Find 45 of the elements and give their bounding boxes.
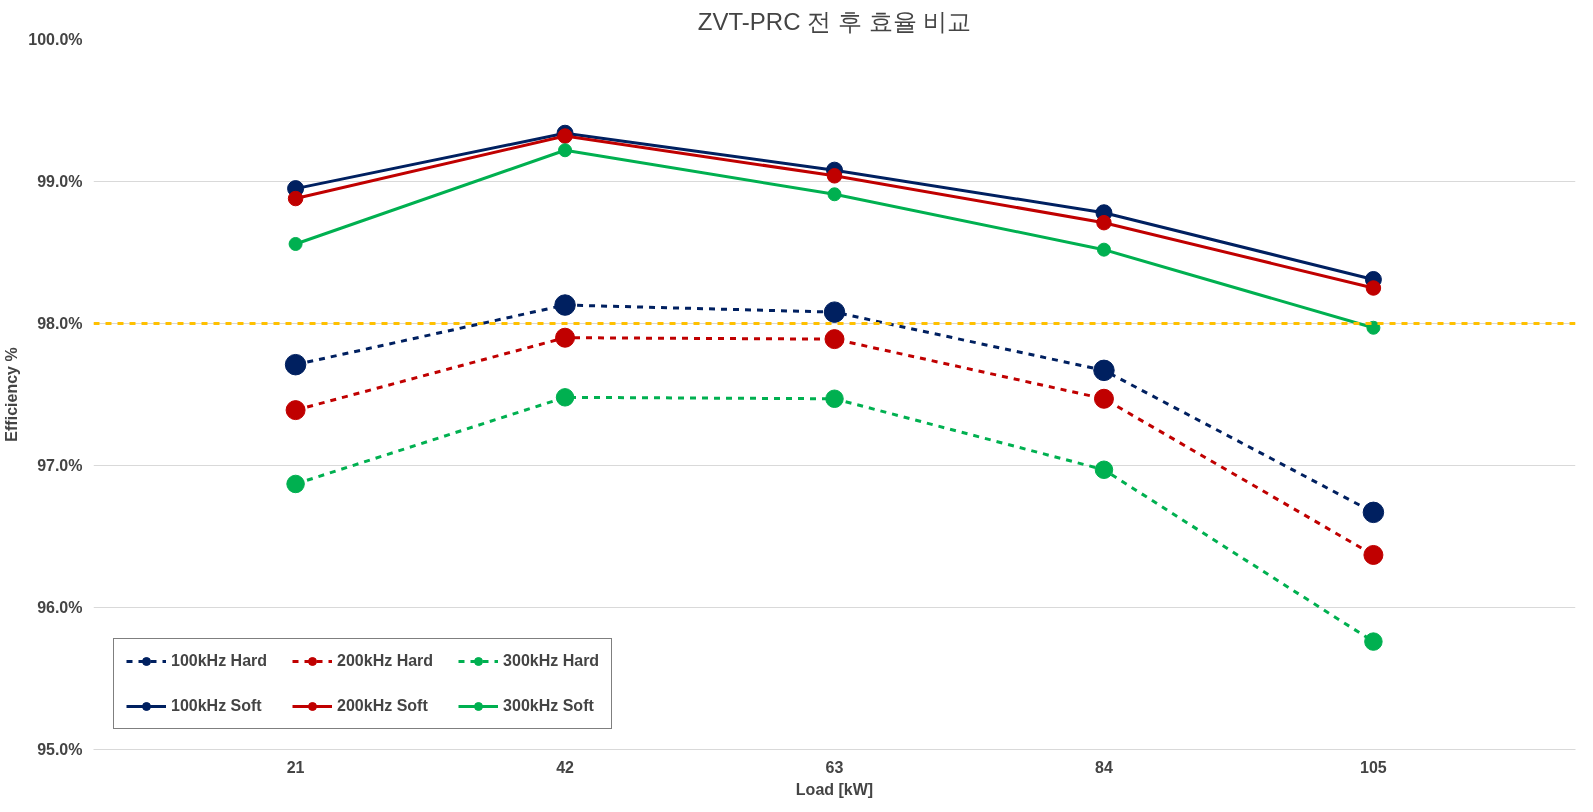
point: [823, 301, 846, 323]
point: [555, 327, 576, 348]
point: [1363, 544, 1384, 565]
point: [825, 389, 844, 408]
point: [1096, 214, 1112, 231]
legend-label: 300kHz Soft: [503, 697, 594, 715]
point: [286, 474, 305, 494]
point: [1093, 388, 1114, 409]
point: [285, 400, 306, 421]
point: [1366, 320, 1381, 335]
x-tick-label: 84: [1095, 758, 1113, 776]
point: [824, 329, 845, 350]
y-tick-label: 95.0%: [37, 741, 83, 758]
y-tick-label: 97.0%: [37, 457, 83, 474]
legend-label: 100kHz Soft: [171, 697, 262, 715]
x-tick-label: 42: [556, 758, 575, 776]
point: [826, 168, 843, 184]
point: [555, 388, 575, 407]
chart-title: ZVT-PRC 전 후 효율 비교: [697, 7, 972, 35]
point: [1365, 280, 1382, 296]
legend-label: 100kHz Hard: [171, 652, 268, 670]
point: [1094, 460, 1114, 479]
legend-label: 300kHz Hard: [503, 652, 600, 670]
y-tick-label: 99.0%: [37, 173, 83, 190]
x-axis-title: Load [kW]: [795, 780, 874, 798]
point: [558, 143, 573, 158]
point: [1096, 242, 1111, 257]
point: [1362, 501, 1385, 524]
point: [827, 187, 842, 202]
point: [288, 236, 303, 251]
x-tick-label: 105: [1360, 758, 1387, 776]
point: [1364, 632, 1383, 651]
x-tick-label: 21: [286, 758, 305, 776]
y-tick-label: 96.0%: [37, 599, 83, 616]
point: [284, 353, 307, 376]
legend-label: 200kHz Hard: [337, 652, 434, 670]
y-axis-title: Efficiency %: [3, 347, 21, 442]
point: [557, 128, 573, 144]
y-tick-label: 100.0%: [28, 31, 83, 48]
legend-label: 200kHz Soft: [337, 697, 428, 715]
point: [287, 190, 304, 207]
y-tick-label: 98.0%: [37, 315, 83, 332]
point: [554, 294, 576, 316]
point: [1093, 359, 1115, 382]
x-tick-label: 63: [825, 758, 844, 776]
